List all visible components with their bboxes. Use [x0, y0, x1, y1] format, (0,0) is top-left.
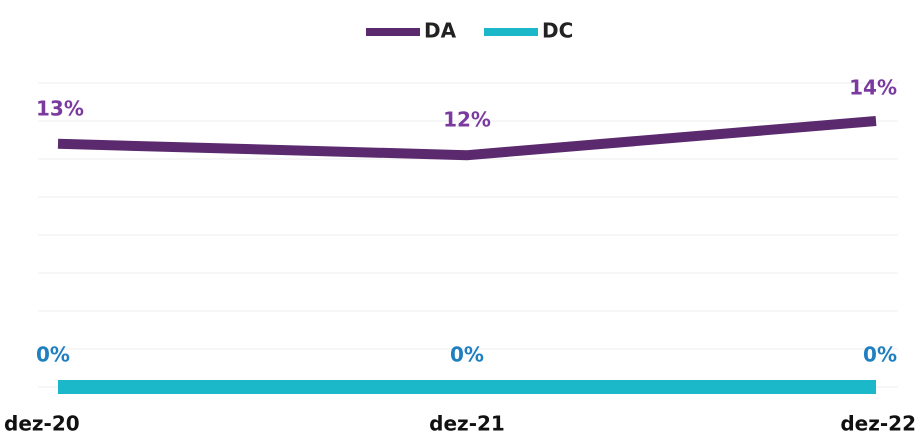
legend-label: DA: [424, 19, 457, 43]
legend-label: DC: [542, 19, 573, 43]
data-label: 0%: [863, 343, 897, 367]
legend-swatch: [366, 28, 420, 36]
x-tick-label: dez-20: [4, 412, 80, 436]
series-line: [57, 116, 877, 161]
data-label: 0%: [36, 343, 70, 367]
data-label: 12%: [443, 108, 491, 132]
x-tick-label: dez-22: [840, 412, 916, 436]
data-label: 13%: [36, 96, 84, 120]
data-label: 14%: [849, 76, 897, 100]
legend-swatch: [484, 28, 538, 36]
data-label: 0%: [450, 343, 484, 367]
x-tick-label: dez-21: [429, 412, 505, 436]
